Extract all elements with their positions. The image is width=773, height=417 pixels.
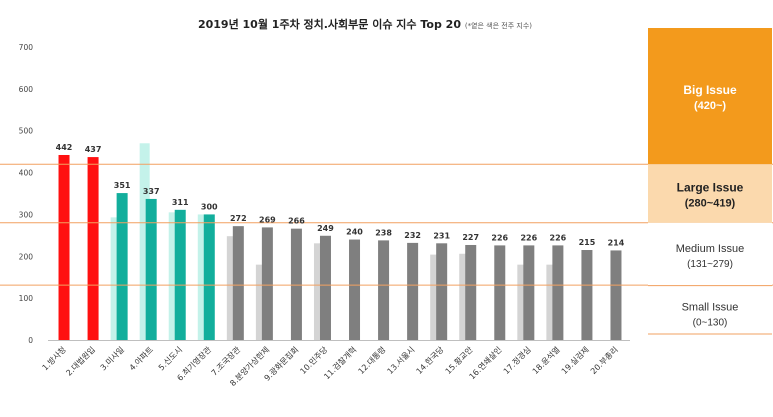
- prev-bar: [517, 264, 528, 340]
- threshold-lines: [0, 163, 773, 286]
- bar: [378, 240, 390, 340]
- legend-range: (0~130): [693, 318, 728, 329]
- value-label: 232: [404, 231, 421, 240]
- value-label: 272: [230, 214, 247, 223]
- value-labels: 442 437 351 337 311 300 272 269 266 249 240 238 232 2…: [56, 143, 625, 247]
- value-label: 240: [346, 228, 363, 237]
- bar: [203, 214, 215, 340]
- value-label: 238: [375, 228, 392, 237]
- prev-bar: [459, 253, 470, 340]
- bar: [349, 239, 361, 340]
- value-label: 231: [433, 231, 450, 240]
- value-label: 442: [56, 143, 73, 152]
- bar: [552, 245, 564, 340]
- bar: [407, 242, 419, 340]
- legend-block: [648, 285, 772, 340]
- category-label: 2.대법원입: [64, 344, 97, 377]
- prev-bar: [546, 264, 557, 340]
- prev-bar: [255, 264, 266, 340]
- value-label: 226: [491, 233, 508, 242]
- bar: [58, 154, 70, 340]
- value-label: 227: [462, 233, 479, 242]
- legend-block: [648, 164, 772, 223]
- current-week-bars: [58, 154, 622, 340]
- y-tick-label: 0: [28, 336, 33, 345]
- y-tick-label: 500: [19, 127, 34, 136]
- legend-range: (280~419): [685, 198, 736, 210]
- bar: [465, 244, 477, 340]
- value-label: 337: [143, 187, 160, 196]
- prev-bar: [430, 254, 441, 340]
- prev-bar: [226, 236, 237, 340]
- previous-week-bars: [110, 143, 557, 340]
- value-label: 215: [579, 238, 596, 247]
- bar: [610, 250, 622, 340]
- bar: [145, 198, 157, 340]
- bar: [319, 235, 331, 340]
- y-tick-label: 300: [19, 210, 34, 219]
- value-label: 437: [85, 145, 102, 154]
- value-label: 269: [259, 215, 276, 224]
- bar: [494, 245, 506, 340]
- category-label: 13.서울시: [386, 345, 417, 376]
- y-tick-label: 200: [19, 252, 34, 261]
- value-label: 226: [520, 233, 537, 242]
- value-label: 249: [317, 224, 334, 233]
- value-label: 226: [550, 233, 567, 242]
- category-label: 3.미사일: [99, 345, 126, 372]
- legend-block: [648, 28, 772, 165]
- value-label: 351: [114, 181, 131, 190]
- bar: [523, 245, 535, 340]
- y-tick-label: 400: [19, 169, 34, 178]
- category-label: 18.윤석열: [530, 344, 562, 376]
- prev-bar: [110, 217, 121, 340]
- legend-title: Big Issue: [683, 83, 737, 97]
- legend-block: [648, 222, 772, 286]
- category-label: 17.정경심: [501, 344, 533, 376]
- prev-bar: [313, 243, 324, 340]
- category-label: 12.대통령: [357, 345, 388, 376]
- value-label: 214: [608, 238, 625, 247]
- bar: [174, 209, 186, 340]
- bar: [232, 226, 244, 340]
- value-label: 311: [172, 198, 189, 207]
- bar: [290, 228, 302, 340]
- category-label: 5.신도시: [157, 345, 184, 372]
- grid: 0 100 200 300 400 500 600 700: [19, 43, 630, 345]
- bar: [581, 250, 593, 340]
- category-label: 20.부총리: [589, 345, 620, 376]
- legend-title: Small Issue: [682, 302, 739, 314]
- prev-bar: [197, 214, 208, 340]
- y-tick-label: 100: [19, 294, 34, 303]
- bar: [436, 243, 448, 340]
- category-label: 14.한국당: [414, 344, 446, 376]
- bar: [261, 227, 273, 340]
- legend-title: Medium Issue: [676, 243, 744, 255]
- bar: [116, 193, 128, 340]
- legend-title: Large Issue: [677, 181, 744, 195]
- bar: [87, 157, 99, 340]
- value-label: 300: [201, 202, 218, 211]
- y-tick-label: 600: [19, 85, 34, 94]
- category-label: 19.실검제: [559, 344, 591, 376]
- category-label: 4.아파트: [127, 344, 155, 372]
- prev-bar: [168, 212, 179, 340]
- chart-title: 2019년 10월 1주차 정치.사회부문 이슈 지수 Top 20 (*옅은 …: [198, 17, 532, 31]
- issue-level-legend: Big Issue (420~) Large Issue (280~419) Mediu…: [648, 28, 772, 340]
- y-tick-label: 700: [19, 43, 34, 52]
- legend-range: (131~279): [687, 259, 733, 270]
- legend-range: (420~): [694, 100, 726, 112]
- prev-bar: [139, 143, 150, 340]
- value-label: 266: [288, 217, 305, 226]
- chart-subtitle: (*옅은 색은 전주 지수): [465, 21, 532, 30]
- category-label: 1.방사청: [40, 344, 68, 372]
